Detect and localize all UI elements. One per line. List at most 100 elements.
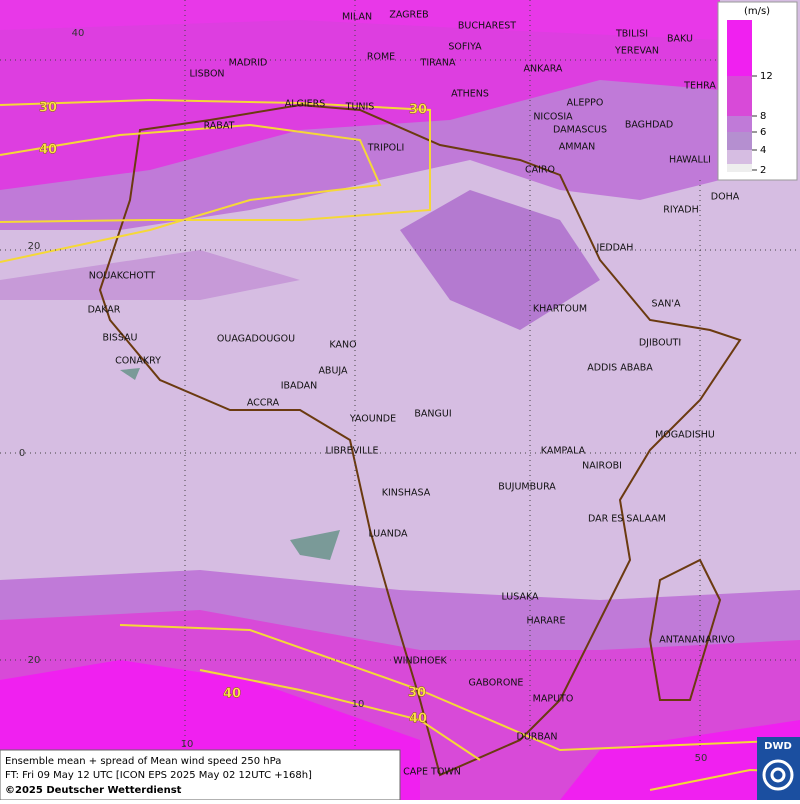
city-label: MILAN <box>342 12 372 23</box>
city-label: KINSHASA <box>382 488 431 499</box>
city-label: BAKU <box>667 34 693 45</box>
city-label: YAOUNDE <box>349 414 396 425</box>
logo-icon <box>770 767 786 783</box>
grid-label: 0 <box>19 448 25 459</box>
city-label: BUCHAREST <box>458 21 516 32</box>
grid-label: 50 <box>695 753 708 764</box>
city-label: JEDDAH <box>596 243 634 254</box>
city-label: CAPE TOWN <box>403 767 461 778</box>
city-label: TRIPOLI <box>367 143 405 154</box>
city-label: YEREVAN <box>614 46 659 57</box>
footer: Ensemble mean + spread of Mean wind spee… <box>0 749 401 801</box>
city-label: MOGADISHU <box>655 430 715 441</box>
legend: (m/s) 12 8 6 4 2 <box>717 1 798 181</box>
city-label: LUSAKA <box>501 592 539 603</box>
city-label: TUNIS <box>345 102 375 113</box>
field-band <box>0 0 720 40</box>
legend-tick-label: 4 <box>760 145 766 156</box>
grid-label: 20 <box>28 655 41 666</box>
city-label: ADDIS ABABA <box>587 363 653 374</box>
city-label: BAGHDAD <box>625 120 673 131</box>
field-band <box>0 250 300 300</box>
legend-tick-label: 6 <box>760 127 766 138</box>
logo: DWD <box>757 737 800 800</box>
legend-swatch <box>727 116 752 132</box>
contour-label: 40 <box>39 143 57 158</box>
city-label: KAMPALA <box>541 446 586 457</box>
city-label: DJIBOUTI <box>639 338 681 349</box>
footer-line: ©2025 Deutscher Wetterdienst <box>5 785 182 796</box>
footer-line: Ensemble mean + spread of Mean wind spee… <box>5 756 281 767</box>
city-label: ZAGREB <box>389 10 428 21</box>
field-band <box>560 720 800 800</box>
legend-ticks: 12 8 6 4 2 <box>752 71 773 176</box>
city-label: BANGUI <box>414 409 451 420</box>
contour-line <box>0 98 800 791</box>
field-patch <box>120 368 340 560</box>
city-label: DAKAR <box>88 305 121 316</box>
field-band <box>400 190 600 330</box>
city-label: CONAKRY <box>115 356 161 367</box>
city-label: MADRID <box>229 58 268 69</box>
city-label: HARARE <box>527 616 566 627</box>
city-label: ALEPPO <box>567 98 604 109</box>
city-label: DAMASCUS <box>553 125 607 136</box>
city-label: BISSAU <box>102 333 137 344</box>
city-label: ANKARA <box>524 64 563 75</box>
grid-label: 40 <box>72 28 85 39</box>
contour-label: 30 <box>408 686 426 701</box>
city-label: ANTANANARIVO <box>659 635 735 646</box>
graticule <box>0 0 800 750</box>
legend-swatch <box>727 76 752 116</box>
city-label: LISBON <box>189 69 224 80</box>
city-label: TIRANA <box>420 58 456 69</box>
footer-line: FT: Fri 09 May 12 UTC [ICON EPS 2025 May… <box>5 770 312 781</box>
city-label: HAWALLI <box>669 155 711 166</box>
city-label: DURBAN <box>517 732 558 743</box>
grid-label: 10 <box>181 739 194 750</box>
city-label: ATHENS <box>451 89 489 100</box>
city-label: LIBREVILLE <box>325 446 378 457</box>
legend-tick-label: 8 <box>760 111 766 122</box>
legend-unit: (m/s) <box>744 6 770 17</box>
city-label: DOHA <box>711 192 740 203</box>
city-label: KHARTOUM <box>533 304 587 315</box>
city-label: NICOSIA <box>533 112 573 123</box>
field-band <box>0 0 720 190</box>
city-label: ROME <box>367 52 395 63</box>
city-label: ACCRA <box>247 398 280 409</box>
city-label: WINDHOEK <box>393 656 447 667</box>
grid-label: 10 <box>352 699 365 710</box>
city-label: ABUJA <box>318 366 348 377</box>
legend-swatch <box>727 20 752 76</box>
city-label: LUANDA <box>368 529 408 540</box>
grid-label: 20 <box>28 241 41 252</box>
city-label: OUAGADOUGOU <box>217 334 295 345</box>
city-label: SAN'A <box>652 299 681 310</box>
city-label: DAR ES SALAAM <box>588 514 666 525</box>
city-label: IBADAN <box>281 381 318 392</box>
city-label: CAIRO <box>525 165 555 176</box>
contour-label: 40 <box>223 687 241 702</box>
city-label: KANO <box>329 340 356 351</box>
legend-swatch <box>727 150 752 164</box>
city-label: TBILISI <box>615 29 648 40</box>
contour-label: 30 <box>39 101 57 116</box>
city-label: GABORONE <box>469 678 524 689</box>
city-label: TEHRA <box>683 81 716 92</box>
contour-label: 30 <box>409 103 427 118</box>
city-label: RIYADH <box>663 205 698 216</box>
legend-tick-label: 12 <box>760 71 773 82</box>
coastline <box>98 103 742 777</box>
city-label: AMMAN <box>559 142 596 153</box>
legend-swatch <box>727 164 752 172</box>
city-label: SOFIYA <box>448 42 482 53</box>
legend-swatch <box>727 132 752 150</box>
contour-label: 40 <box>409 712 427 727</box>
city-label: MAPUTO <box>533 694 574 705</box>
city-label: NOUAKCHOTT <box>89 271 156 282</box>
legend-tick-label: 2 <box>760 165 766 176</box>
city-label: NAIROBI <box>582 461 622 472</box>
logo-icon <box>762 759 794 791</box>
city-label: RABAT <box>204 121 235 132</box>
